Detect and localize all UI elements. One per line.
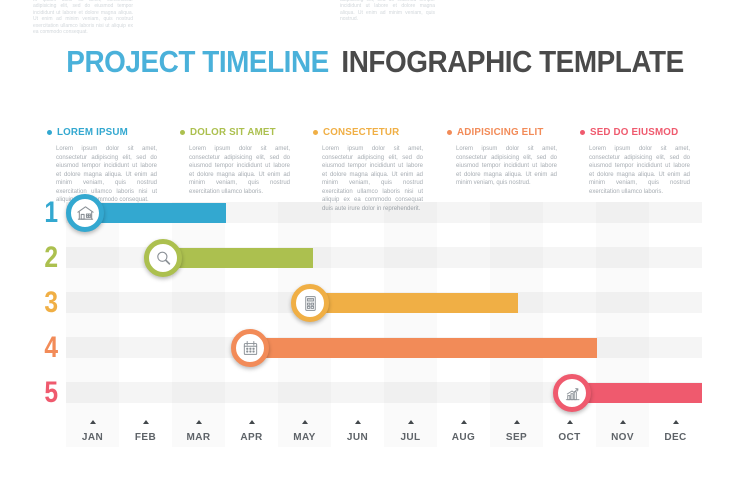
month-tick-jul: JUL [384,420,437,445]
column-band [172,202,225,447]
legend-paragraph: Lorem ipsum dolor sit amet, consectetur … [322,146,423,212]
axis-tick-icon [407,420,414,424]
month-label: JUN [346,432,369,443]
legend-item-2: DOLOR SIT AMET Lorem ipsum dolor sit ame… [180,126,292,196]
legend-item-4: ADIPISICING ELIT Lorem ipsum dolor sit a… [447,126,559,188]
timeline-bar-3 [310,293,518,313]
legend-item-1: LOREM IPSUM Lorem ipsum dolor sit amet, … [47,126,159,205]
legend-paragraph: Lorem ipsum dolor sit amet, consectetur … [189,146,290,195]
timeline-bar-1 [85,203,226,223]
gantt-chart: JAN FEB MAR APR MAY JUN JUL AUG SEP OCT … [66,194,702,450]
legend-paragraph: Lorem ipsum dolor sit amet, consectetur … [589,146,690,195]
month-label: SEP [505,432,528,443]
month-tick-feb: FEB [119,420,172,445]
magnifier-icon [154,249,173,268]
milestone-node-4 [231,329,269,367]
month-tick-jun: JUN [331,420,384,445]
timeline-bar-2 [163,248,313,268]
column-band [225,202,278,447]
month-tick-jan: JAN [66,420,119,445]
legend-item-3: CONSECTETUR Lorem ipsum dolor sit amet, … [313,126,425,213]
axis-tick-icon [672,420,679,424]
month-label: AUG [451,432,476,443]
month-tick-may: MAY [278,420,331,445]
legend-label: SED DO EIUSMOD [590,126,679,138]
legend-label: LOREM IPSUM [57,126,128,138]
column-band [331,202,384,447]
column-band [66,202,119,447]
month-tick-sep: SEP [490,420,543,445]
legend-bullet-icon [447,129,452,135]
column-band [596,202,649,447]
month-label: JUL [400,432,421,443]
month-label: JAN [81,432,104,443]
milestone-node-2 [144,239,182,277]
axis-tick-icon [460,420,467,424]
legend-label: CONSECTETUR [323,126,400,138]
month-tick-mar: MAR [172,420,225,445]
calendar-icon [241,339,260,358]
column-band [278,202,331,447]
legend-label: DOLOR SIT AMET [190,126,276,138]
month-label: MAR [186,432,211,443]
row-number-4: 4 [44,331,58,364]
month-label: NOV [611,432,634,443]
row-number-5: 5 [44,376,58,409]
column-band [649,202,702,447]
month-label: MAY [293,432,316,443]
top-cropped-text-center: adipisicing elit, sed do eiusmod tempor … [340,0,435,23]
month-tick-apr: APR [225,420,278,445]
legend-item-5: SED DO EIUSMOD Lorem ipsum dolor sit ame… [580,126,692,196]
legend-bullet-icon [313,129,318,135]
legend-paragraph: Lorem ipsum dolor sit amet, consectetur … [56,146,157,204]
axis-tick-icon [89,420,96,424]
axis-tick-icon [142,420,149,424]
month-tick-dec: DEC [649,420,702,445]
legend-bullet-icon [580,129,585,135]
row-stripe [66,382,702,403]
timeline-bar-5 [572,383,702,403]
page-title-part2: INFOGRAPHIC TEMPLATE [341,44,684,79]
axis-tick-icon [566,420,573,424]
legend-bullet-icon [180,129,185,135]
axis-tick-icon [354,420,361,424]
month-tick-nov: NOV [596,420,649,445]
row-number-1: 1 [44,196,58,229]
page-title-part1: PROJECT TIMELINE [66,44,329,79]
month-label: OCT [558,432,581,443]
row-number-3: 3 [44,286,58,319]
milestone-node-1 [66,194,104,232]
legend-paragraph: Lorem ipsum dolor sit amet, consectetur … [456,146,557,187]
page-title: PROJECT TIMELINE INFOGRAPHIC TEMPLATE [0,44,750,80]
axis-tick-icon [301,420,308,424]
axis-tick-icon [513,420,520,424]
column-band [490,202,543,447]
building-icon [76,204,95,223]
axis-tick-icon [248,420,255,424]
milestone-node-5 [553,374,591,412]
axis-tick-icon [619,420,626,424]
row-number-2: 2 [44,241,58,274]
legend-bullet-icon [47,129,52,135]
growth-chart-icon [563,384,582,403]
milestone-node-3 [291,284,329,322]
month-tick-aug: AUG [437,420,490,445]
column-band [437,202,490,447]
column-band [384,202,437,447]
calculator-icon [301,294,320,313]
month-tick-oct: OCT [543,420,596,445]
axis-tick-icon [195,420,202,424]
legend-label: ADIPISICING ELIT [457,126,544,138]
top-cropped-text-left: m ipsum dolor sit amet, consectetur adip… [33,0,133,36]
month-label: FEB [134,432,157,443]
timeline-bar-4 [250,338,597,358]
month-label: APR [240,432,263,443]
month-label: DEC [664,432,687,443]
